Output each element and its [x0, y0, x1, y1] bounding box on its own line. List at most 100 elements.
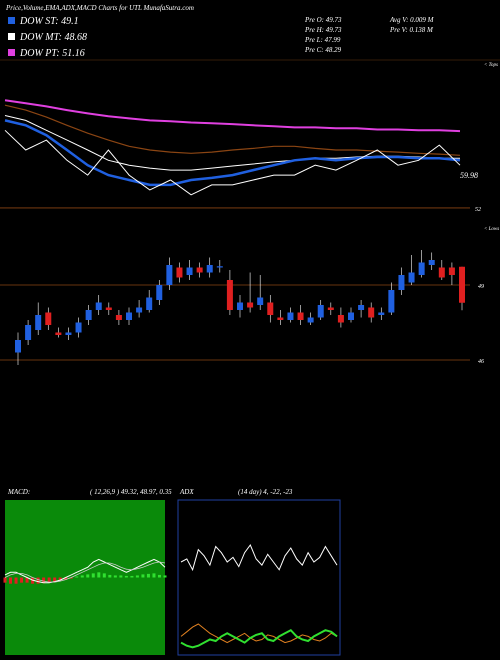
hist-bar — [53, 577, 57, 582]
candle-body — [15, 340, 21, 353]
candle-body — [257, 297, 264, 305]
hist-bar — [157, 574, 161, 578]
hist-bar — [20, 577, 24, 583]
corner-label: < Tops — [484, 63, 498, 68]
hist-bar — [119, 575, 123, 578]
hist-bar — [9, 577, 13, 584]
candle-body — [75, 322, 82, 333]
last-label: 59.98 — [460, 171, 478, 180]
candle-body — [25, 325, 32, 340]
hist-bar — [58, 577, 62, 581]
hist-bar — [75, 576, 79, 578]
macd-line — [4, 558, 166, 584]
adx-line — [180, 628, 338, 649]
y-tick-label: 52 — [475, 207, 481, 213]
candle-body — [247, 302, 254, 308]
candle-body — [216, 266, 223, 268]
candle-body — [55, 332, 62, 335]
corner-label: < Lows — [484, 227, 499, 232]
hist-bar — [163, 575, 167, 578]
candle-body — [105, 307, 112, 310]
hist-bar — [64, 577, 68, 580]
candle-body — [146, 297, 153, 310]
candle-body — [438, 267, 445, 278]
candle-body — [176, 267, 183, 278]
candle-body — [378, 312, 385, 315]
hist-bar — [86, 574, 90, 578]
hist-bar — [108, 574, 112, 578]
candle-body — [337, 315, 344, 323]
candle-body — [408, 272, 415, 283]
legend-label: DOW PT: 51.16 — [19, 48, 85, 59]
candle-body — [358, 305, 365, 310]
candle-body — [85, 310, 92, 320]
panel — [5, 500, 165, 655]
hist-bar — [14, 577, 18, 584]
y-tick-label: 46 — [478, 358, 484, 365]
candle-body — [287, 312, 294, 320]
candle-body — [126, 312, 132, 320]
hist-bar — [141, 574, 145, 578]
ema-line — [4, 129, 461, 196]
candle-body — [307, 317, 314, 323]
candle-body — [398, 275, 405, 290]
candle-body — [388, 290, 395, 313]
candle-body — [186, 267, 193, 275]
info-text: Pre C: 48.29 — [304, 46, 342, 54]
hist-bar — [102, 573, 106, 578]
info-text: Pre H: 49.73 — [304, 26, 342, 34]
hist-bar — [36, 577, 40, 584]
hist-bar — [152, 573, 156, 578]
legend-label: DOW ST: 49.1 — [19, 16, 79, 27]
hist-bar — [25, 577, 29, 583]
panel-params: (14 day) 4, -22, -23 — [238, 488, 293, 496]
legend-swatch — [8, 17, 15, 24]
candle-body — [348, 312, 354, 320]
candle-body — [459, 266, 465, 303]
candle-body — [297, 312, 304, 320]
y-tick-label: 49 — [478, 283, 484, 290]
candle-body — [196, 267, 203, 273]
candle-body — [267, 302, 274, 315]
legend-swatch — [8, 33, 15, 40]
hist-bar — [124, 575, 128, 578]
hist-bar — [113, 575, 117, 578]
candle-body — [317, 305, 324, 318]
adx-line — [180, 543, 338, 572]
hist-bar — [130, 575, 134, 578]
hist-bar — [69, 577, 73, 579]
hist-bar — [91, 573, 95, 578]
signal-line — [4, 561, 166, 583]
info-text: Avg V: 0.009 M — [389, 16, 435, 24]
candle-body — [136, 307, 143, 313]
candle-body — [418, 262, 425, 275]
ema-line — [4, 119, 461, 187]
info-text: Pre L: 47.99 — [304, 36, 341, 44]
info-text: Pre O: 49.73 — [304, 16, 342, 24]
candle-body — [206, 265, 213, 273]
candle-body — [448, 267, 455, 275]
candle-body — [95, 302, 102, 310]
legend-label: DOW MT: 48.68 — [19, 32, 87, 43]
ema-line — [4, 99, 461, 133]
candle-body — [45, 312, 52, 325]
legend-swatch — [8, 49, 15, 56]
page-title: Price,Volume,EMA,ADX,MACD Charts for UTL… — [5, 4, 194, 12]
candle-body — [368, 307, 375, 318]
candle-body — [65, 332, 72, 335]
panel-title: MACD: — [7, 488, 30, 496]
candle-body — [226, 280, 233, 310]
candle-body — [166, 265, 173, 285]
hist-bar — [146, 573, 150, 578]
ema-line — [4, 104, 461, 156]
hist-bar — [3, 577, 7, 583]
candle-body — [428, 260, 435, 265]
hist-bar — [42, 577, 46, 584]
candle-body — [115, 315, 122, 320]
hist-bar — [47, 577, 51, 583]
candle-body — [35, 315, 42, 330]
info-text: Pre V: 0.138 M — [389, 26, 434, 34]
hist-bar — [97, 572, 101, 578]
panel — [177, 499, 341, 656]
